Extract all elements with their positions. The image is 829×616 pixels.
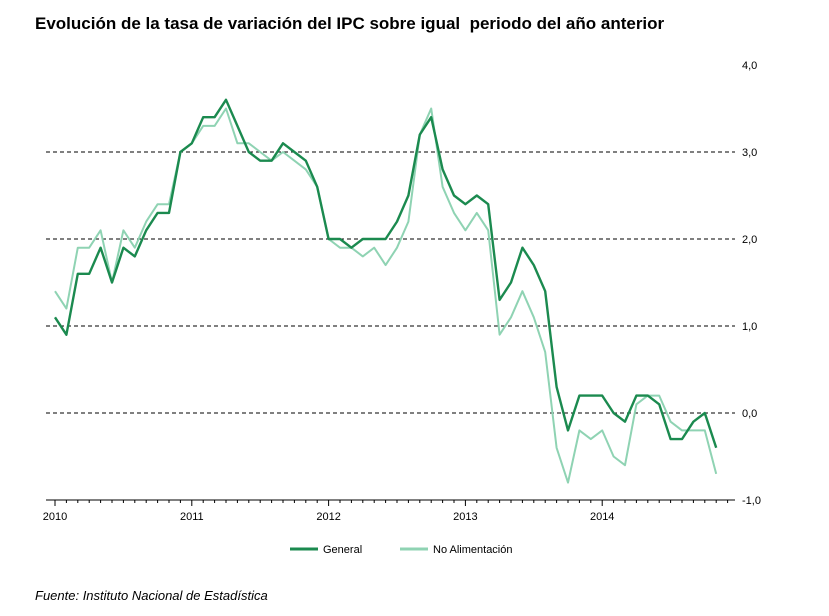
legend: General No Alimentación [290,544,513,556]
y-tick-labels: 4,0 3,0 2,0 1,0 0,0 -1,0 [742,60,761,507]
x-tick-label: 2012 [316,511,340,523]
chart-title: Evolución de la tasa de variación del IP… [35,14,665,33]
y-tick-label: 3,0 [742,147,757,159]
x-tick-label: 2014 [590,511,614,523]
x-tick-label: 2013 [453,511,477,523]
series-general-line [53,98,718,449]
x-tick-label: 2010 [43,511,67,523]
x-tick-labels: 2010 2011 2012 2013 2014 [43,511,615,523]
y-tick-label: 0,0 [742,408,757,420]
series-lines [53,98,718,484]
y-tick-label: 4,0 [742,60,757,72]
x-tick-label: 2011 [180,511,204,523]
series-no-alimentacion-line [54,107,718,484]
gridlines [46,151,735,414]
y-tick-label: -1,0 [742,495,761,507]
source-note: Fuente: Instituto Nacional de Estadístic… [35,588,268,603]
y-tick-label: 1,0 [742,321,757,333]
legend-no-alimentacion-label: No Alimentación [433,544,513,556]
y-tick-label: 2,0 [742,234,757,246]
x-axis [46,499,735,506]
legend-general-label: General [323,544,362,556]
